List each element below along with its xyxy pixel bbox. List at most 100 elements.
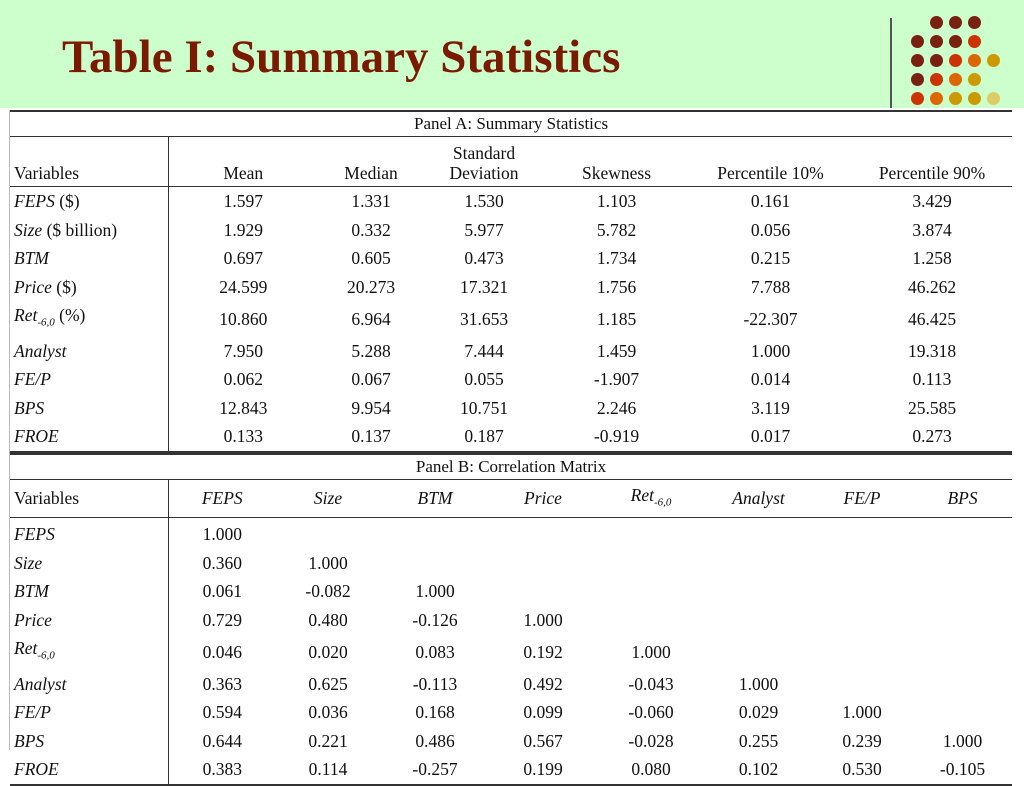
panel-b-header-1: Size: [276, 479, 380, 518]
panel-b-cell: [380, 518, 490, 549]
panel-b-variable: FROE: [10, 755, 169, 786]
variable-subscript: -6,0: [37, 649, 55, 662]
panel-b-cell: 1.000: [631, 641, 671, 662]
panel-a-cell: 1.185: [596, 308, 637, 329]
variable-name: Ret: [14, 638, 38, 658]
column-subscript: -6,0: [653, 496, 672, 508]
panel-a-row: FROE 0.133 0.137 0.187 -0.919 0.017 0.273: [10, 422, 1013, 453]
panel-b-title: Panel B: Correlation Matrix: [10, 452, 1013, 480]
panel-a-cell: 7.788: [750, 276, 791, 297]
panel-a-cell: 20.273: [346, 276, 396, 297]
panel-b-row: BPS 0.644 0.221 0.486 0.567 -0.028 0.255 0.239 1…: [10, 726, 1012, 755]
panel-b-cell: 0.083: [415, 641, 455, 662]
panel-b-cell: [811, 518, 913, 549]
panel-b-cell: 1.000: [738, 673, 779, 694]
panel-b-cell: 1.000: [523, 609, 563, 630]
panel-a-cell: 1.103: [596, 191, 637, 212]
column-name: BTM: [417, 488, 453, 509]
panel-a-title: Panel A: Summary Statistics: [10, 110, 1013, 137]
panel-b-cell: 0.168: [415, 702, 455, 723]
panel-b-cell: [706, 606, 811, 635]
panel-a-row: FEPS ($) 1.597 1.331 1.530 1.103 0.161 3.429: [10, 186, 1012, 216]
panel-b-header-4: Ret-6,0: [596, 479, 706, 518]
panel-b-cell: 1.000: [415, 581, 455, 602]
decorative-dot: [930, 54, 943, 67]
panel-a-row: Analyst 7.950 5.288 7.444 1.459 1.000 19.318: [10, 336, 1012, 365]
panel-a-cell: 1.258: [912, 248, 952, 269]
panel-b-cell: -0.126: [412, 609, 458, 630]
panel-a-cell: -0.919: [544, 422, 689, 453]
panel-b-title-row: Panel B: Correlation Matrix: [10, 452, 1013, 480]
panel-b-cell: 0.102: [706, 755, 811, 786]
panel-b-cell: 0.080: [596, 755, 706, 786]
panel-b-cell: [596, 518, 706, 549]
panel-a-variable: Price ($): [10, 272, 169, 301]
panel-a-header-2: Median: [318, 136, 424, 187]
panel-a-cell: 46.262: [907, 276, 957, 297]
column-name: Analyst: [732, 488, 785, 509]
decorative-dot: [949, 92, 962, 105]
panel-a-cell: 0.332: [351, 219, 391, 240]
panel-b-cell: [706, 577, 811, 606]
panel-a-header-0: Variables: [10, 136, 169, 187]
panel-b-cell: -0.028: [628, 730, 674, 751]
decorative-dot-grid: [911, 16, 1011, 108]
panel-b-variable: Analyst: [10, 669, 169, 698]
panel-a-header-row: Variables Mean Median Standard Deviation Skew…: [10, 136, 1013, 187]
panel-a-cell: 2.246: [596, 397, 637, 418]
decorative-dot: [968, 92, 981, 105]
decorative-dot: [987, 92, 1000, 105]
panel-a-table: Panel A: Summary Statistics Variables Mea…: [10, 110, 1013, 453]
panel-b-cell: -0.257: [380, 755, 490, 786]
panel-a-cell: 3.874: [912, 219, 952, 240]
panel-b-cell: 0.036: [308, 702, 348, 723]
title-divider: [890, 18, 892, 108]
panel-b-cell: 0.729: [202, 609, 242, 630]
panel-b-cell: -0.060: [628, 702, 674, 723]
decorative-dot: [968, 35, 981, 48]
panel-b-cell: [811, 606, 913, 635]
panel-b-header-7: BPS: [913, 479, 1013, 518]
column-name: Price: [524, 488, 562, 509]
panel-b-cell: [913, 634, 1012, 670]
panel-b-cell: [380, 549, 490, 578]
panel-a-cell: 6.964: [351, 308, 391, 329]
panel-b-cell: 1.000: [202, 524, 242, 545]
panel-b-cell: 0.239: [842, 730, 882, 751]
panel-a-cell: 0.273: [852, 422, 1013, 453]
panel-b-cell: [913, 549, 1012, 578]
panel-a-cell: 10.860: [219, 308, 268, 329]
panel-b-row: Analyst 0.363 0.625 -0.113 0.492 -0.043 1.000: [10, 669, 1012, 698]
panel-b-cell: 0.644: [202, 730, 242, 751]
panel-b-cell: [490, 549, 596, 578]
panel-b-cell: [811, 634, 913, 670]
panel-b-cell: [490, 577, 596, 606]
panel-a-cell: 1.734: [596, 248, 637, 269]
decorative-dot: [949, 73, 962, 86]
panel-b-cell: [706, 518, 811, 549]
panel-a-variable: FEPS ($): [10, 186, 169, 216]
panel-a-cell: 1.530: [464, 191, 504, 212]
panel-a-row: Size ($ billion) 1.929 0.332 5.977 5.782 0.05…: [10, 215, 1012, 244]
panel-b-cell: [706, 634, 811, 670]
panel-a-row: Price ($) 24.599 20.273 17.321 1.756 7.788 46.…: [10, 272, 1012, 301]
panel-a-cell: 31.653: [459, 308, 509, 329]
decorative-dot: [968, 73, 981, 86]
panel-a-cell: 0.056: [750, 219, 791, 240]
panel-a-row: BTM 0.697 0.605 0.473 1.734 0.215 1.258: [10, 244, 1012, 273]
panel-a-cell: 3.119: [751, 397, 790, 418]
decorative-dot: [911, 92, 924, 105]
variable-unit: (%): [54, 305, 86, 325]
panel-b-cell: [913, 698, 1012, 727]
panel-b-variable: Size: [10, 548, 169, 577]
decorative-dot: [968, 16, 981, 29]
panel-a-cell: 5.288: [351, 340, 391, 361]
panel-b-row: Ret-6,0 0.046 0.020 0.083 0.192 1.000: [10, 634, 1012, 670]
column-name: Ret: [630, 484, 654, 505]
panel-a-cell: 0.473: [464, 248, 504, 269]
panel-b-cell: [913, 577, 1012, 606]
panel-a-cell: 46.425: [907, 308, 957, 329]
panel-a-cell: 0.215: [750, 248, 791, 269]
panel-a-cell: 1.929: [223, 219, 263, 240]
variable-name: FEPS: [14, 524, 55, 545]
